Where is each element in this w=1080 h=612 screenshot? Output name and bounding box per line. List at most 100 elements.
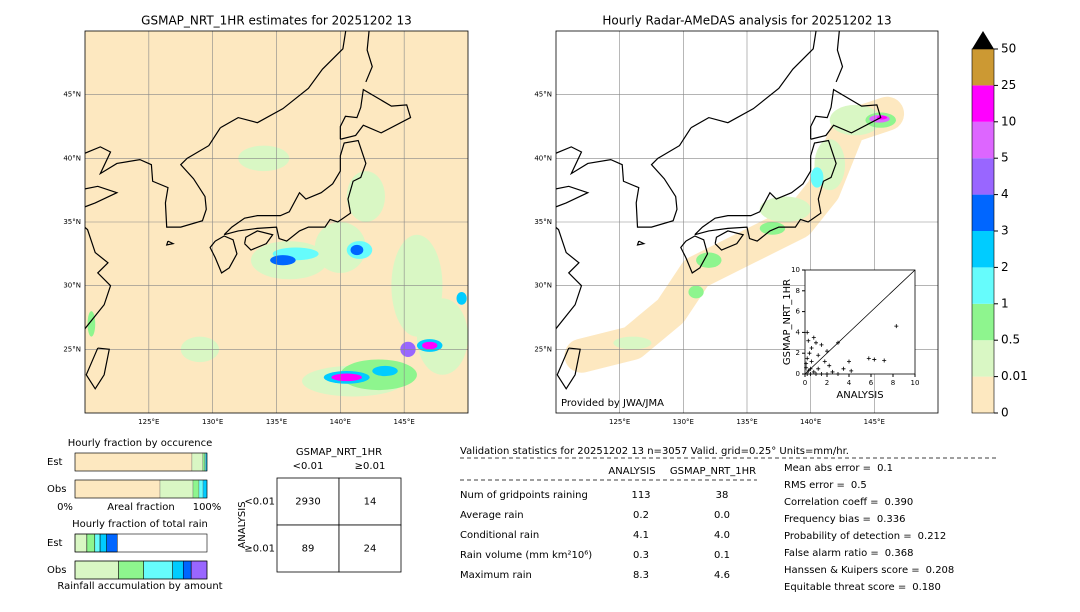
rain-area [688, 285, 704, 299]
coastline [339, 88, 412, 140]
coastline [220, 31, 347, 129]
score: RMS error = 0.5 [784, 480, 867, 491]
x-tick-label: 0 [803, 379, 807, 387]
colorbar-segment [972, 303, 994, 341]
y-tick-label: 10 [791, 266, 800, 274]
score-label: False alarm ratio = [784, 548, 879, 559]
x-tick-label: 8 [891, 379, 895, 387]
cell-value: 2930 [295, 497, 320, 508]
colorbar-segment [972, 340, 994, 377]
x-tick-label: 10 [911, 379, 920, 387]
point [811, 335, 816, 340]
point [804, 361, 809, 366]
coastline [556, 347, 581, 390]
cell-value: 89 [302, 544, 315, 555]
colorbar-label: 25 [1001, 78, 1016, 92]
stat-label: Average rain [460, 510, 524, 521]
bar-frame [74, 479, 208, 499]
score-value: 0.390 [885, 497, 914, 508]
coastline [690, 31, 817, 129]
fraction-bar [74, 452, 193, 472]
amount-bar [118, 560, 144, 580]
rain-area [759, 222, 786, 235]
amount-bar [86, 533, 96, 553]
coastline [85, 185, 119, 208]
y-tick-label: 40°N [534, 154, 552, 162]
panel-title: Hourly fraction by occurence [68, 438, 212, 449]
column-header: ANALYSIS [608, 466, 655, 477]
stat-value: 0.2 [633, 510, 649, 521]
x-tick-label: 135°E [736, 418, 757, 426]
credit: Provided by JWA/JMA [561, 398, 664, 409]
x-tick-label: 140°E [330, 418, 351, 426]
x-tick-label: 145°E [864, 418, 885, 426]
stat-label: Maximum rain [460, 570, 532, 581]
fraction-bar [74, 479, 161, 499]
point [806, 338, 811, 343]
bar-frame [74, 533, 208, 553]
point [816, 353, 821, 358]
stat-value: 0.1 [714, 550, 730, 561]
point [809, 359, 814, 364]
y-tick-label: 25°N [534, 345, 552, 353]
column-header: GSMAP_NRT_1HR [670, 466, 756, 477]
colorbar-label: 0.01 [1001, 369, 1028, 383]
y-tick-label: 35°N [534, 218, 552, 226]
x-tick-label: 125°E [609, 418, 630, 426]
score-label: Hanssen & Kuipers score = [784, 565, 920, 576]
column-header: ≥0.01 [355, 461, 386, 472]
amount-bar [74, 560, 119, 580]
y-tick-label: 8 [796, 287, 800, 295]
point [814, 340, 818, 345]
point [849, 368, 854, 373]
score-label: RMS error = [784, 480, 845, 491]
coastline [694, 139, 837, 242]
amount-bar [190, 560, 208, 580]
colorbar-label: 2 [1001, 260, 1009, 274]
row-header: ≥0.01 [244, 544, 275, 555]
score: Equitable threat score = 0.180 [784, 582, 941, 593]
row-header: <0.01 [244, 497, 275, 508]
coastline [636, 240, 646, 246]
fraction-bar [198, 479, 204, 499]
score: Mean abs error = 0.1 [784, 463, 893, 474]
coastline [680, 235, 709, 274]
coastline [223, 139, 367, 242]
rain-area [759, 196, 811, 222]
x-tick-label: 140°E [800, 418, 821, 426]
point [805, 356, 810, 361]
stat-value: 38 [716, 490, 729, 501]
stat-label: Rain volume (mm km²10⁶) [460, 550, 592, 561]
map-frame [84, 30, 469, 414]
stat-value: 0.0 [714, 510, 730, 521]
x-tick-label: 135°E [266, 418, 287, 426]
stat-value: 4.0 [714, 530, 730, 541]
y-tick-label: 40°N [63, 154, 81, 162]
axis-label: Rainfall accumulation by amount [57, 581, 222, 592]
point [836, 340, 840, 345]
stats-header: Validation statistics for 20251202 13 n=… [460, 446, 849, 457]
score-value: 0.368 [885, 548, 914, 559]
row-label: Obs [47, 484, 66, 495]
point [866, 356, 871, 361]
coastline [556, 226, 583, 330]
point [809, 346, 814, 350]
coastline [243, 230, 274, 251]
fraction-bar [192, 479, 200, 499]
coastline [85, 347, 110, 390]
colorbar-label: 1 [1001, 296, 1009, 310]
score-value: 0.212 [918, 531, 947, 542]
score-label: Correlation coeff = [784, 497, 879, 508]
point [819, 342, 824, 347]
point [806, 368, 811, 373]
table-cell [338, 524, 402, 573]
fraction-bar [204, 452, 207, 472]
amount-bar [172, 560, 184, 580]
point [827, 363, 832, 368]
score-label: Probability of detection = [784, 531, 912, 542]
score-value: 0.208 [926, 565, 955, 576]
fraction-bar [202, 452, 206, 472]
score-label: Equitable threat score = [784, 582, 906, 593]
amount-bar [99, 533, 107, 553]
